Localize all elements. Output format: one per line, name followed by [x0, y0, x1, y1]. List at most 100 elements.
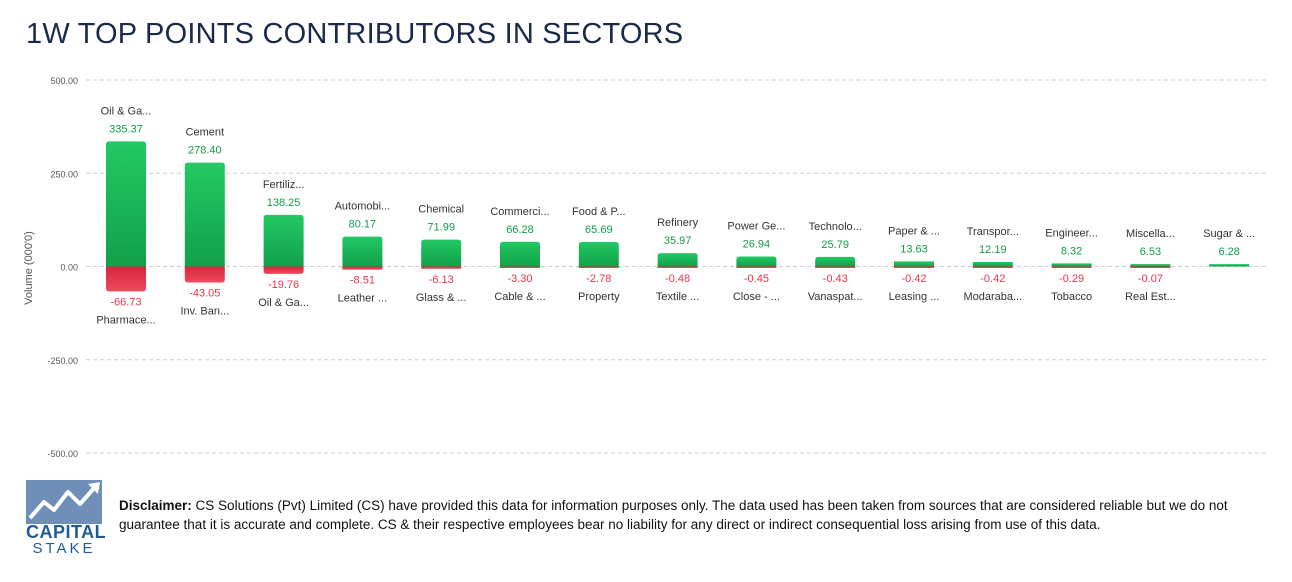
- bar-value-label-positive: 8.32: [1061, 245, 1082, 257]
- bar-positive: [736, 256, 777, 267]
- bar-labels: 335.37 Oil & Ga... 278.40 Cement 138.25 Ferti…: [96, 105, 1255, 326]
- bar-category-label-positive: Food & P...: [572, 206, 626, 218]
- bar-category-label-negative: Pharmace...: [96, 314, 155, 326]
- bar-category-label-positive: Technolo...: [809, 221, 862, 233]
- bar-value-label-positive: 335.37: [109, 123, 143, 135]
- bar-value-label-positive: 138.25: [267, 197, 301, 209]
- bar-value-label-negative: -0.43: [823, 273, 848, 285]
- bar-positive: [1209, 264, 1250, 267]
- bar-positive: [972, 261, 1013, 267]
- bar-category-label-negative: Inv. Ban...: [180, 306, 229, 318]
- bar-category-label-positive: Automobi...: [335, 201, 391, 213]
- bar-category-label-positive: Sugar & ...: [1203, 228, 1255, 240]
- bar-category-label-positive: Miscella...: [1126, 228, 1175, 240]
- bar-negative: [736, 266, 777, 268]
- chart-title: 1W TOP POINTS CONTRIBUTORS IN SECTORS: [26, 18, 684, 50]
- bar-positive: [500, 241, 540, 267]
- y-tick-label: 250.00: [50, 169, 78, 179]
- bar-category-label-negative: Glass & ...: [416, 292, 467, 304]
- bar-category-label-negative: Real Est...: [1125, 291, 1176, 303]
- bar-value-label-negative: -0.48: [665, 273, 690, 285]
- bar-positive: [263, 214, 304, 267]
- y-axis-label: Volume (000'0): [23, 231, 35, 305]
- bar-negative: [184, 266, 225, 283]
- bar-value-label-positive: 6.53: [1140, 246, 1161, 258]
- y-tick-label: 0.00: [60, 263, 78, 273]
- bar-positive: [106, 141, 146, 267]
- bar-negative: [657, 266, 698, 268]
- bar-value-label-positive: 66.28: [506, 224, 534, 236]
- bar-category-label-negative: Leasing ...: [889, 291, 940, 303]
- bar-positive: [815, 256, 856, 267]
- bar-category-label-negative: Property: [578, 291, 620, 303]
- bar-category-label-positive: Oil & Ga...: [101, 105, 152, 117]
- bar-value-label-positive: 26.94: [743, 238, 771, 250]
- bar-negative: [342, 266, 383, 270]
- bar-value-label-negative: -0.42: [980, 273, 1005, 285]
- bar-negative: [1051, 266, 1092, 268]
- bar-value-label-negative: -2.78: [586, 273, 611, 285]
- bar-positive: [421, 239, 462, 267]
- bar-value-label-positive: 25.79: [821, 239, 849, 251]
- bar-chart: 500.00 250.00 0.00 -250.00 -500.00 Volume (0…: [23, 76, 1268, 459]
- bar-value-label-negative: -0.45: [744, 273, 769, 285]
- bar-value-label-negative: -3.30: [507, 273, 532, 285]
- y-tick-label: -500.00: [47, 449, 78, 459]
- bar-category-label-positive: Transpor...: [967, 226, 1019, 238]
- bar-positive: [894, 261, 934, 267]
- bar-positive: [184, 162, 225, 267]
- bar-category-label-negative: Tobacco: [1051, 291, 1092, 303]
- bar-category-label-negative: Vanaspat...: [808, 291, 863, 303]
- bar-category-label-positive: Paper & ...: [888, 225, 940, 237]
- bar-negative: [500, 266, 540, 268]
- bar-category-label-negative: Cable & ...: [494, 291, 545, 303]
- bar-value-label-negative: -66.73: [110, 296, 141, 308]
- disclaimer-label: Disclaimer:: [119, 498, 192, 513]
- bar-value-label-positive: 80.17: [349, 219, 377, 231]
- bar-category-label-positive: Commerci...: [490, 206, 549, 218]
- bar-value-label-positive: 278.40: [188, 145, 222, 157]
- bar-positive: [1130, 264, 1171, 267]
- bar-negative: [263, 266, 304, 274]
- bars: [106, 141, 1250, 292]
- bar-category-label-negative: Leather ...: [338, 293, 388, 305]
- bar-value-label-positive: 6.28: [1218, 246, 1239, 258]
- bar-category-label-positive: Chemical: [418, 204, 464, 216]
- bar-value-label-negative: -43.05: [189, 288, 220, 300]
- bar-value-label-positive: 65.69: [585, 224, 613, 236]
- disclaimer-body: CS Solutions (Pvt) Limited (CS) have pro…: [119, 498, 1228, 532]
- bar-value-label-positive: 71.99: [427, 222, 455, 234]
- bar-negative: [972, 266, 1013, 268]
- bar-negative: [1130, 266, 1171, 268]
- capital-stake-logo-icon: [26, 480, 102, 524]
- y-tick-label: -250.00: [47, 356, 78, 366]
- disclaimer-text: Disclaimer: CS Solutions (Pvt) Limited (…: [119, 496, 1259, 534]
- bar-positive: [1051, 263, 1092, 267]
- bar-value-label-negative: -8.51: [350, 275, 375, 287]
- bar-category-label-negative: Modaraba...: [963, 291, 1022, 303]
- bar-category-label-negative: Close - ...: [733, 291, 780, 303]
- bar-value-label-negative: -6.13: [429, 274, 454, 286]
- logo-text-stake: STAKE: [32, 540, 96, 557]
- bar-category-label-negative: Textile ...: [656, 291, 699, 303]
- bar-positive: [342, 236, 383, 267]
- bar-negative: [421, 266, 462, 269]
- bar-value-label-positive: 35.97: [664, 235, 692, 247]
- bar-category-label-negative: Oil & Ga...: [258, 297, 309, 309]
- bar-category-label-positive: Power Ge...: [727, 220, 785, 232]
- y-tick-label: 500.00: [50, 76, 78, 86]
- bar-negative: [894, 266, 934, 268]
- bar-value-label-negative: -0.07: [1138, 273, 1163, 285]
- bar-value-label-negative: -0.42: [901, 273, 926, 285]
- bar-negative: [106, 266, 146, 292]
- bar-value-label-positive: 12.19: [979, 244, 1007, 256]
- footer: CAPITAL STAKE Disclaimer: CS Solutions (…: [0, 478, 1292, 582]
- bar-category-label-positive: Refinery: [657, 217, 698, 229]
- bar-value-label-negative: -19.76: [268, 279, 299, 291]
- bar-category-label-positive: Cement: [186, 127, 225, 139]
- bar-positive: [578, 241, 619, 267]
- bar-value-label-negative: -0.29: [1059, 273, 1084, 285]
- bar-negative: [815, 266, 856, 268]
- logo-text-capital: CAPITAL: [26, 522, 107, 542]
- bar-positive: [657, 253, 698, 267]
